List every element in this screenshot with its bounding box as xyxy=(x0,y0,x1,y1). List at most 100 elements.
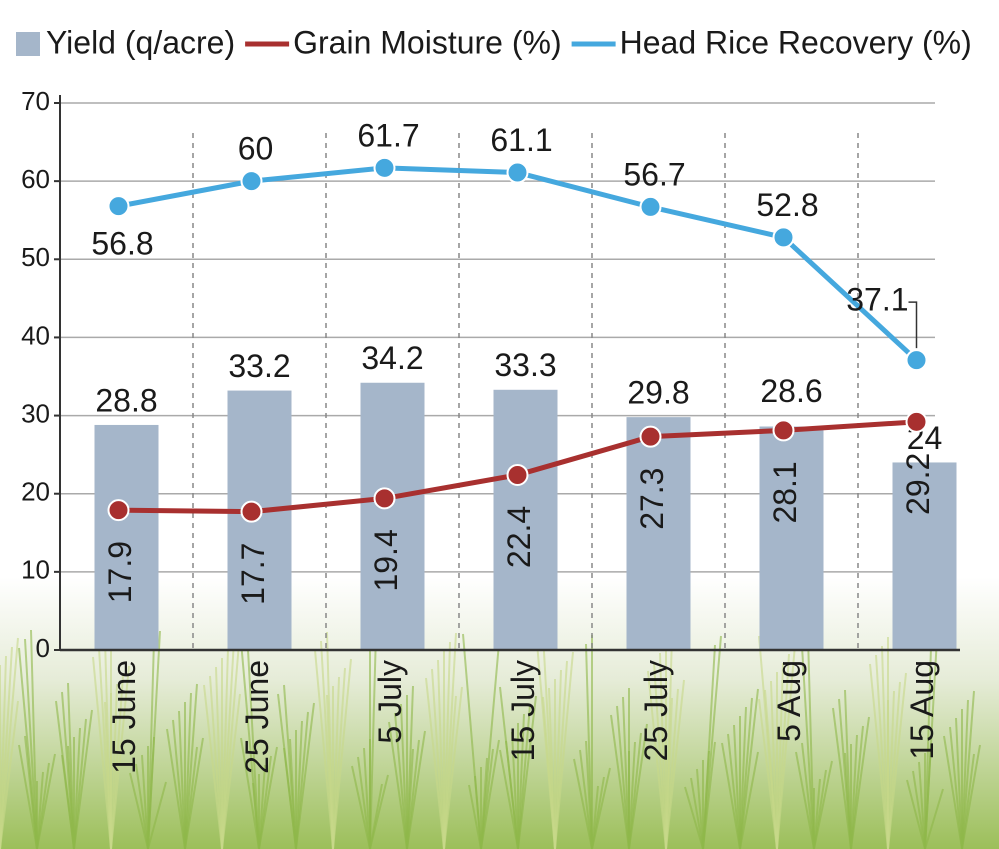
point xyxy=(506,463,529,486)
x-tick-label: 25 July xyxy=(638,660,674,761)
grass-blade xyxy=(610,714,630,849)
grass-blade xyxy=(665,697,673,849)
grass-blade xyxy=(388,721,408,849)
bar-value-label: 34.2 xyxy=(361,340,423,376)
grass-blade xyxy=(215,666,223,849)
grass-blade xyxy=(462,633,482,849)
grass-blade xyxy=(764,689,778,849)
grass-blade xyxy=(314,649,334,849)
point xyxy=(905,349,928,372)
grass-blade xyxy=(178,710,186,849)
bar-value-label: 33.2 xyxy=(228,348,290,384)
point-value-label: 60 xyxy=(238,131,274,167)
bar xyxy=(360,382,425,650)
x-tick-label: 25 June xyxy=(239,660,275,774)
grass-blade xyxy=(943,735,963,849)
point-value-label: 56.8 xyxy=(91,226,153,262)
grass-blade xyxy=(659,652,667,849)
grass-blade xyxy=(770,680,778,849)
label-leader xyxy=(908,301,918,349)
grass-blade xyxy=(203,684,223,849)
grass-blade xyxy=(135,763,149,849)
point-value-label: 61.7 xyxy=(357,117,419,153)
grass-blade xyxy=(221,693,241,849)
grass-blade xyxy=(184,746,198,849)
point xyxy=(107,499,130,522)
grass-blade xyxy=(579,749,593,849)
y-tick-label: 0 xyxy=(36,633,50,663)
point xyxy=(240,170,263,193)
grass-blade xyxy=(67,745,75,849)
grass-blade xyxy=(480,642,500,849)
grass-blade xyxy=(0,700,19,849)
x-tick-label: 15 July xyxy=(505,660,541,761)
bar-value-label: 33.3 xyxy=(494,347,556,383)
grass-blade xyxy=(18,744,38,849)
grass-blade xyxy=(906,779,926,849)
bar xyxy=(94,424,159,650)
grass-blade xyxy=(147,639,155,849)
x-tick-label: 15 Aug xyxy=(904,660,940,760)
y-tick-label: 60 xyxy=(21,164,50,194)
legend-label: Head Rice Recovery (%) xyxy=(620,24,972,60)
grass-blade xyxy=(369,783,383,849)
grass-blade xyxy=(585,643,593,849)
grass-blade xyxy=(721,742,741,849)
grass-blade xyxy=(283,747,297,849)
grass-blade xyxy=(832,707,852,849)
point xyxy=(107,195,130,218)
grass xyxy=(0,629,981,849)
point-value-label: 22.4 xyxy=(501,506,537,568)
grass-blade xyxy=(949,726,963,849)
grass-blade xyxy=(844,752,852,849)
point xyxy=(905,410,928,433)
grass-blade xyxy=(653,661,667,849)
grass-blade xyxy=(209,675,223,849)
point-value-label: 56.7 xyxy=(623,156,685,192)
grass-blade xyxy=(918,761,926,849)
x-tick-label: 5 Aug xyxy=(771,660,807,742)
bar xyxy=(759,426,824,650)
grass-blade xyxy=(431,668,445,849)
grass-blade xyxy=(616,705,630,849)
grass-blade xyxy=(573,758,593,849)
grass-blade xyxy=(443,695,457,849)
point xyxy=(373,487,396,510)
grass-blade xyxy=(166,728,186,849)
grass-blade xyxy=(733,724,741,849)
grass-blade xyxy=(542,696,556,849)
grass-blade xyxy=(505,740,519,849)
x-tick-label: 15 June xyxy=(106,660,142,774)
grass-blade xyxy=(758,698,778,849)
point xyxy=(639,425,662,448)
point xyxy=(639,195,662,218)
grass-blade xyxy=(240,737,260,849)
grass-blade xyxy=(727,733,741,849)
grass-blade xyxy=(240,640,260,849)
grass-blade xyxy=(357,756,371,849)
grass-blade xyxy=(548,687,556,849)
grass-blade xyxy=(351,765,371,849)
grass-blade xyxy=(147,781,167,849)
y-tick-label: 30 xyxy=(21,398,50,428)
grass-blade xyxy=(924,646,932,849)
y-tick-label: 50 xyxy=(21,242,50,272)
grass-blade xyxy=(104,701,112,849)
y-tick-label: 40 xyxy=(21,320,50,350)
point xyxy=(772,419,795,442)
grass-blade xyxy=(30,629,38,849)
bar xyxy=(227,390,292,650)
grass-blade xyxy=(684,786,704,849)
grass-blade xyxy=(437,659,445,849)
grass-blade xyxy=(141,754,149,849)
bar-value-label: 28.8 xyxy=(95,382,157,418)
y-tick-label: 20 xyxy=(21,477,50,507)
grass-blade xyxy=(468,784,482,849)
grass-blade xyxy=(61,754,75,849)
point xyxy=(506,161,529,184)
point-value-label: 17.9 xyxy=(102,541,138,603)
legend-swatch xyxy=(16,32,40,56)
y-tick-label: 70 xyxy=(21,86,50,116)
point xyxy=(373,156,396,179)
